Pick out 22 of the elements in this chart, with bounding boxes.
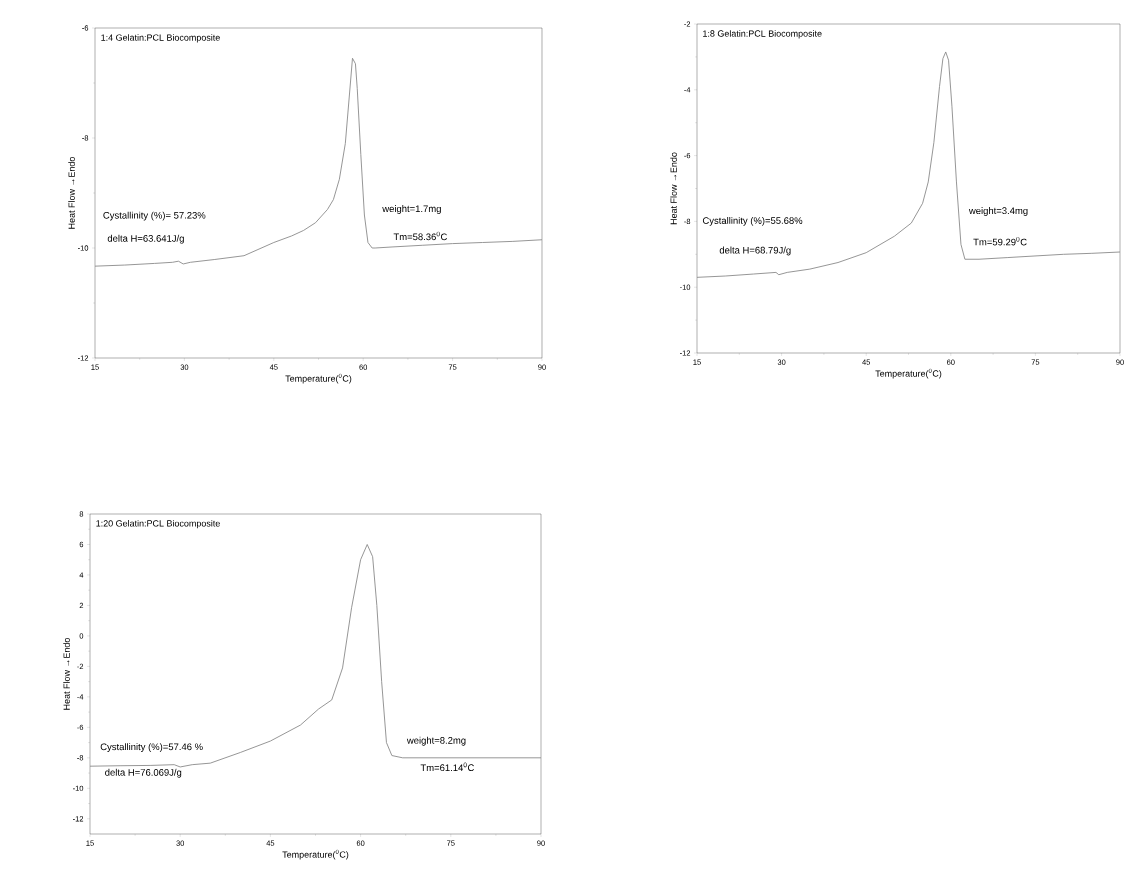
line-series [95,57,542,267]
annotation: delta H=63.641J/g [107,234,184,244]
annotation: Tm=61.14$^{0}$C [420,762,474,772]
annotation: Cystallinity (%)=57.46 % [100,743,203,753]
text: 1:4 Gelatin:PCL Biocomposite [101,34,220,43]
annotation: Tm=58.36$^{0}$C [393,231,447,241]
annotation: Cystallinity (%)=55.68% [702,216,803,226]
annotation: weight=3.4mg [968,207,1028,216]
annotation: delta H=76.069J/g [105,768,182,778]
text: 1:20 Gelatin:PCL Biocomposite [96,520,220,529]
x-axis-title: Temperature($^{0}$C) [285,373,352,384]
x-axis-title: Temperature($^{0}$C) [875,368,942,379]
annotation: delta H=68.79J/g [719,246,791,256]
x-axis-title: Temperature($^{0}$C) [282,849,349,860]
y-axis-title: Heat Flow →Endo [670,152,677,225]
text: 1:8 Gelatin:PCL Biocomposite [703,30,822,39]
y-axis-title: Heat Flow →Endo [68,157,75,229]
y-axis-title: Heat Flow →Endo [63,638,70,710]
annotation: weight=1.7mg [382,205,441,214]
annotation: weight=8.2mg [406,736,466,746]
annotation: Tm=59.29$^{0}$C [973,236,1027,246]
annotation: Cystallinity (%)= 57.23% [103,211,206,221]
